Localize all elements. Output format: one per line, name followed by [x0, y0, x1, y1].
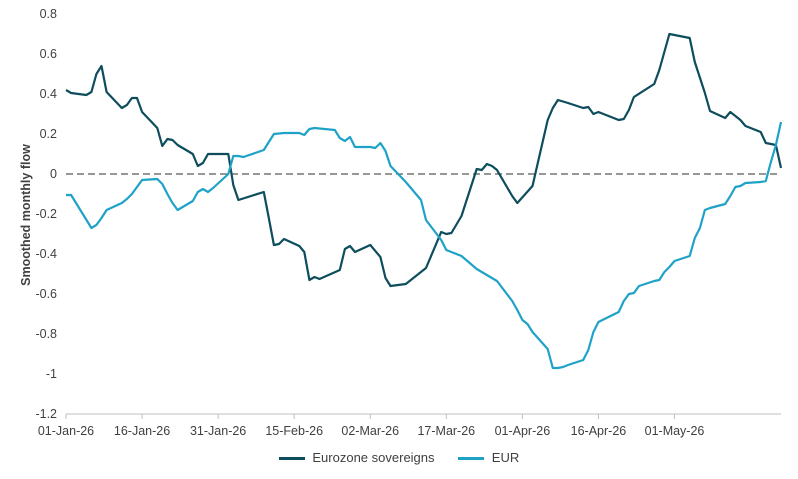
x-tick-label: 01-Apr-26 — [495, 424, 551, 438]
y-tick-label: -1 — [46, 367, 57, 381]
legend-label-eur: EUR — [491, 450, 520, 466]
legend-label-sovereigns: Eurozone sovereigns — [312, 450, 435, 466]
x-tick-label: 17-Mar-26 — [417, 424, 475, 438]
x-tick-label: 01-Jan-26 — [38, 424, 94, 438]
x-axis: 01-Jan-26 16-Jan-26 31-Jan-26 15-Feb-26 02-M… — [38, 413, 781, 438]
legend-item-eur: EUR — [458, 450, 519, 465]
legend-swatch-eur — [458, 457, 485, 461]
x-tick-label: 02-Mar-26 — [341, 424, 399, 438]
series-layer — [65, 32, 783, 370]
y-tick-label: -0.4 — [35, 247, 57, 261]
y-tick-label: 0.8 — [40, 7, 57, 21]
y-tick-label: 0.2 — [40, 127, 57, 141]
y-tick-label: -1.2 — [35, 407, 57, 421]
legend-swatch-sovereigns — [278, 457, 305, 461]
x-tick-label: 15-Feb-26 — [265, 424, 323, 438]
x-tick-label: 16-Apr-26 — [571, 424, 627, 438]
x-tick-label: 01-May-26 — [645, 424, 705, 438]
series-line-sovereigns — [65, 32, 783, 288]
y-tick-label: -0.6 — [35, 287, 57, 301]
y-axis-label: Smoothed monthly flow — [19, 144, 33, 286]
y-tick-label: 0.6 — [40, 47, 57, 61]
legend: Eurozone sovereigns EUR — [0, 449, 798, 465]
series-line-eur — [66, 121, 783, 370]
legend-item-sovereigns: Eurozone sovereigns — [278, 450, 435, 466]
y-tick-label: -0.8 — [35, 327, 57, 341]
y-tick-label: 0.4 — [40, 87, 57, 101]
x-tick-label: 16-Jan-26 — [114, 424, 170, 438]
x-tick-label: 31-Jan-26 — [190, 424, 246, 438]
y-axis-ticks: 0.8 0.6 0.4 0.2 0 -0.2 -0.4 -0.6 -0.8 -1 -1.2 — [35, 7, 57, 421]
y-tick-label: 0 — [50, 167, 57, 181]
y-tick-label: -0.2 — [35, 207, 57, 221]
